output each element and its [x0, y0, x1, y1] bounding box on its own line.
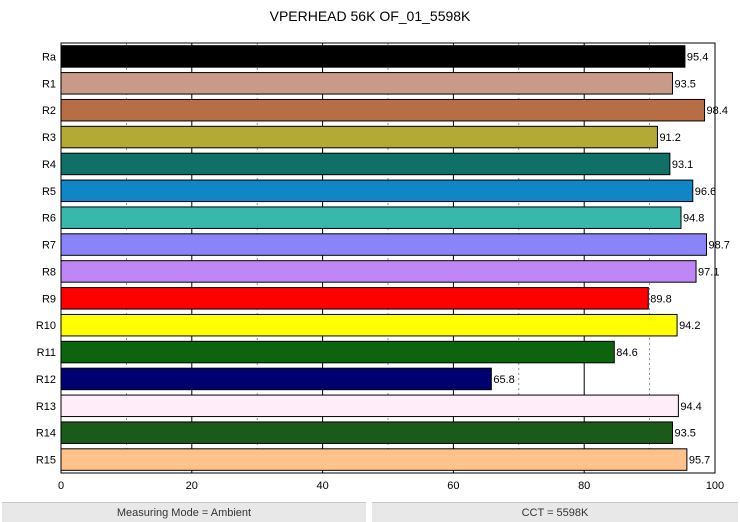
bar-ra — [60, 45, 686, 68]
y-tick-label: R7 — [42, 240, 56, 252]
bar-r8 — [60, 260, 697, 283]
cct-status: CCT = 5598K — [372, 502, 738, 522]
y-tick-label: Ra — [42, 51, 57, 63]
y-tick-label: R15 — [36, 455, 56, 467]
bar-r5 — [60, 179, 694, 203]
bar-r2 — [60, 98, 706, 122]
y-tick-label: R4 — [42, 159, 56, 171]
value-label: 93.5 — [674, 78, 695, 90]
bar-r1 — [60, 72, 673, 95]
bar-chart: VPERHEAD 56K OF_01_5598K 0 20 40 60 80 100 Ra… — [36, 8, 730, 492]
x-tick-label: 20 — [186, 480, 198, 492]
y-tick-label: R5 — [42, 186, 56, 198]
y-tick-label: R13 — [36, 401, 56, 413]
plot-area-frame — [60, 42, 716, 474]
bar-r9 — [60, 287, 649, 310]
value-label: 94.4 — [680, 401, 701, 413]
bar-r15 — [60, 448, 688, 471]
measuring-mode-status: Measuring Mode = Ambient — [2, 502, 366, 522]
y-tick-label: R6 — [42, 213, 56, 225]
y-tick-label: R2 — [42, 105, 56, 117]
value-label: 95.7 — [689, 455, 710, 467]
y-tick-label: R1 — [42, 78, 56, 90]
value-label: 89.8 — [650, 293, 671, 305]
bar-r10 — [60, 313, 678, 337]
value-label: 91.2 — [659, 132, 680, 144]
chart-title: VPERHEAD 56K OF_01_5598K — [270, 8, 471, 24]
y-tick-label: R9 — [42, 293, 56, 305]
value-label: 84.6 — [616, 347, 637, 359]
y-tick-label: R12 — [36, 374, 56, 386]
bar-r7 — [60, 233, 707, 256]
bar-r12 — [60, 367, 492, 391]
bar-r4 — [60, 152, 671, 176]
y-tick-label: R8 — [42, 266, 56, 278]
value-label: 98.7 — [708, 240, 729, 252]
value-label: 93.1 — [672, 159, 693, 171]
bar-r6 — [60, 206, 682, 229]
bar-r3 — [60, 125, 658, 149]
bar-r13 — [60, 394, 679, 418]
y-tick-label: R11 — [37, 347, 56, 359]
value-label: 94.8 — [683, 213, 704, 225]
value-label: 96.6 — [695, 186, 716, 198]
x-tick-label: 100 — [706, 480, 724, 492]
bar-r14 — [60, 421, 673, 444]
x-tick-label: 0 — [58, 480, 64, 492]
value-label: 95.4 — [687, 51, 708, 63]
value-label: 94.2 — [679, 320, 700, 332]
value-label: 97.1 — [698, 266, 719, 278]
y-tick-label: R14 — [36, 428, 56, 440]
value-label: 65.8 — [493, 374, 514, 386]
x-tick-label: 40 — [316, 480, 328, 492]
bar-r11 — [60, 340, 615, 364]
x-tick-label: 80 — [578, 480, 590, 492]
x-tick-label: 60 — [447, 480, 459, 492]
value-label: 93.5 — [674, 428, 695, 440]
y-tick-label: R10 — [36, 320, 56, 332]
value-label: 98.4 — [707, 105, 728, 117]
y-tick-label: R3 — [42, 132, 56, 144]
